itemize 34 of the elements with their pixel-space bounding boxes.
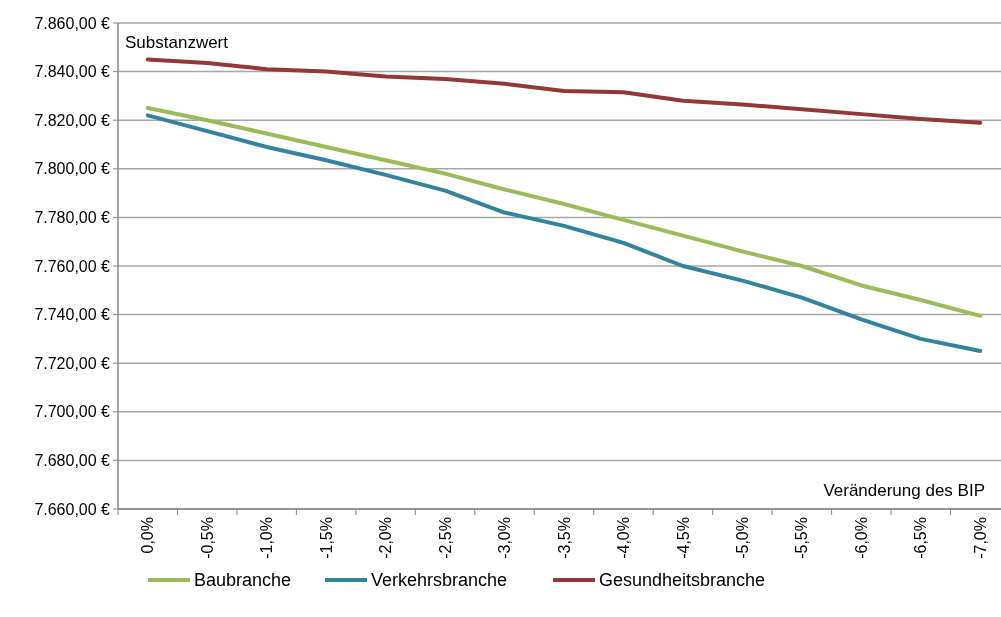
x-tick-label: -4,0%: [615, 517, 633, 559]
y-tick-label: 7.840,00 €: [34, 63, 111, 81]
x-tick-label: -3,5%: [555, 517, 573, 559]
line-series: [145, 57, 983, 125]
y-tick-label: 7.720,00 €: [34, 354, 111, 372]
legend-label: Verkehrsbranche: [371, 570, 508, 591]
x-tick-label: -5,0%: [734, 517, 751, 559]
x-tick-label: -1,5%: [317, 517, 335, 559]
y-tick-label: 7.700,00 €: [34, 403, 111, 421]
y-tick-label: 7.780,00 €: [34, 209, 111, 226]
x-tick-label: 0,0%: [139, 517, 157, 554]
x-axis-title: Veränderung des BIP: [823, 481, 985, 500]
x-tick-label: -6,0%: [852, 517, 870, 559]
legend-label: Baubranche: [194, 570, 292, 591]
y-tick-label: 7.660,00 €: [34, 500, 111, 518]
x-tick-label: -2,0%: [377, 517, 395, 559]
y-tick-label: 7.860,00 €: [34, 14, 111, 32]
y-tick-label: 7.800,00 €: [34, 160, 111, 178]
legend-label: Gesundheitsbranche: [599, 570, 766, 591]
x-tick-label: -3,0%: [496, 517, 514, 559]
y-tick-label: 7.760,00 €: [34, 257, 111, 275]
y-tick-label: 7.680,00 €: [34, 452, 111, 469]
y-axis-title: Substanzwert: [125, 33, 229, 52]
x-tick-label: -2,5%: [436, 517, 454, 559]
line-series: [145, 106, 983, 318]
x-tick-label: -6,5%: [912, 517, 930, 559]
x-tick-label: -5,5%: [793, 517, 811, 559]
y-tick-label: 7.740,00 €: [34, 306, 111, 324]
x-tick-label: -4,5%: [674, 517, 692, 559]
x-tick-label: -1,0%: [258, 517, 276, 559]
x-tick-label: -0,5%: [198, 517, 216, 559]
x-tick-label: -7,0%: [971, 517, 989, 559]
line-series: [145, 113, 983, 354]
y-tick-label: 7.820,00 €: [34, 111, 111, 129]
